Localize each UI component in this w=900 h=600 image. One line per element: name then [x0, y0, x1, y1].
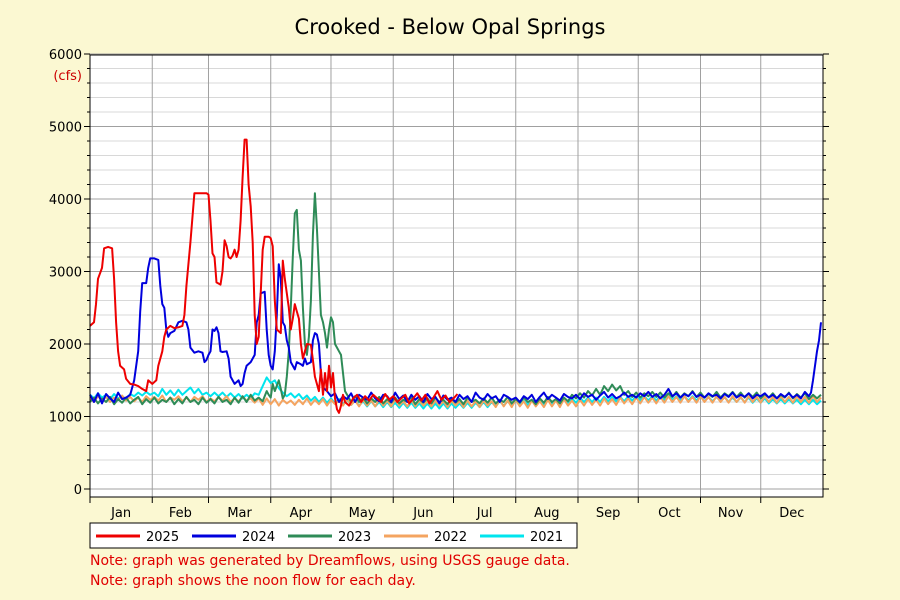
legend-label-2022: 2022 — [434, 530, 467, 545]
x-tick-label: Apr — [290, 506, 313, 521]
x-tick-label: Oct — [658, 506, 680, 521]
y-tick-label: 4000 — [49, 193, 82, 208]
x-tick-label: Nov — [718, 506, 744, 521]
legend-label-2025: 2025 — [146, 530, 179, 545]
y-tick-label: 1000 — [49, 411, 82, 426]
series-line-2025 — [89, 138, 459, 414]
x-tick-label: Sep — [596, 506, 621, 521]
y-tick-label: 3000 — [49, 266, 82, 281]
y-tick-label: 0 — [74, 483, 82, 498]
y-tick-label: 2000 — [49, 338, 82, 353]
note-noon-flow: Note: graph shows the noon flow for each… — [90, 573, 416, 589]
y-axis-unit-label: (cfs) — [53, 69, 82, 84]
x-tick-label: Dec — [779, 506, 804, 521]
x-tick-label: Jul — [476, 506, 493, 521]
x-tick-label: Jun — [412, 506, 433, 521]
x-tick-label: May — [349, 506, 376, 521]
x-tick-label: Jan — [110, 506, 131, 521]
y-axis-ticks: 0 1000 2000 3000 4000 5000 6000 — [49, 48, 829, 498]
legend-label-2021: 2021 — [530, 530, 563, 545]
legend-label-2024: 2024 — [242, 530, 275, 545]
legend: 2025 2024 2023 2022 2021 — [89, 522, 578, 549]
note-generated: Note: graph was generated by Dreamflows,… — [90, 553, 570, 569]
x-tick-label: Aug — [534, 506, 559, 521]
major-gridlines — [89, 53, 823, 497]
series-lines — [89, 138, 822, 414]
y-tick-label: 5000 — [49, 121, 82, 136]
x-tick-label: Feb — [169, 506, 192, 521]
x-tick-label: Mar — [227, 506, 252, 521]
x-axis-month-labels: Jan Feb Mar Apr May Jun Jul Aug Sep Oct Nov Dec — [89, 497, 804, 521]
plot-border — [89, 54, 824, 498]
legend-label-2023: 2023 — [338, 530, 371, 545]
y-tick-label: 6000 — [49, 48, 82, 63]
series-line-2024 — [89, 257, 822, 405]
chart-title: Crooked - Below Opal Springs — [295, 15, 606, 39]
